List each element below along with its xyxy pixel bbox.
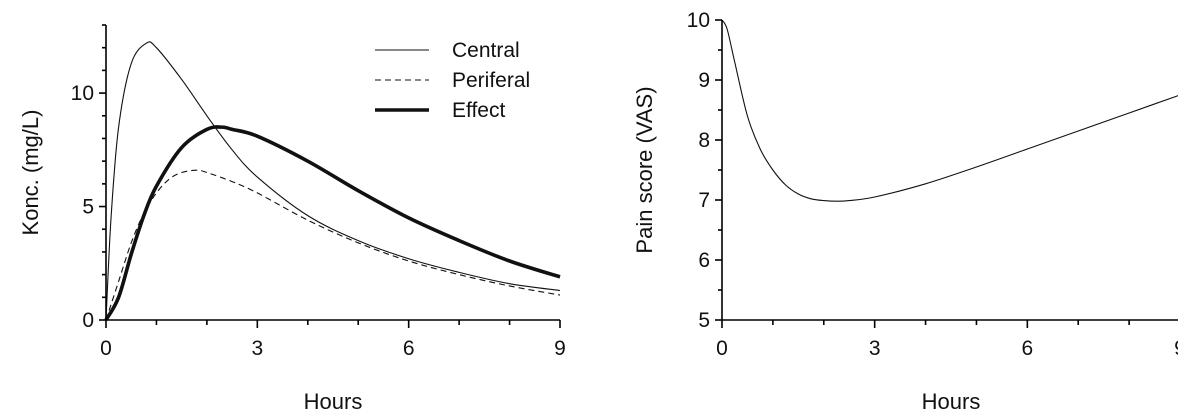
left-y-tick-label: 10 [71, 82, 94, 105]
right-series-line [721, 19, 1178, 202]
effect-legend-label: Effect [452, 99, 505, 122]
right-x-tick-label: 9 [1174, 337, 1178, 360]
periferal-line [105, 169, 561, 321]
legend: Central Periferal Effect [375, 39, 530, 122]
right-y-axis-ticks: 5 6 7 8 9 10 [687, 9, 722, 332]
left-x-axis-ticks: 0 3 6 9 [100, 320, 566, 360]
left-series-group [104, 41, 561, 321]
right-y-tick-label: 9 [698, 69, 710, 92]
left-x-tick-label: 9 [554, 337, 566, 360]
left-y-tick-label: 0 [82, 309, 94, 332]
left-y-axis-label: Konc. (mg/L) [18, 110, 43, 236]
pain-score-chart: 5 6 7 8 9 10 0 3 6 9 Hours Pain score (VAS) [632, 9, 1178, 414]
periferal-legend-label: Periferal [452, 69, 530, 92]
left-x-axis-label: Hours [304, 389, 363, 414]
right-y-tick-label: 7 [698, 189, 710, 212]
right-x-tick-label: 3 [869, 337, 881, 360]
right-x-tick-label: 0 [716, 337, 728, 360]
right-y-tick-label: 10 [687, 9, 710, 32]
right-y-tick-label: 8 [698, 129, 710, 152]
left-y-axis-ticks: 0 5 10 [71, 24, 106, 332]
central-line [105, 41, 561, 321]
right-y-tick-label: 5 [698, 309, 710, 332]
right-x-axis-label: Hours [922, 389, 981, 414]
right-y-axis-label: Pain score (VAS) [632, 86, 657, 253]
right-series-group [721, 19, 1178, 202]
right-x-axis-ticks: 0 3 6 9 [716, 320, 1178, 360]
left-x-tick-label: 0 [100, 337, 112, 360]
concentration-chart: 0 5 10 0 3 6 9 Central Periferal Effect Hours K… [18, 24, 566, 414]
left-y-tick-label: 5 [82, 196, 94, 219]
left-x-tick-label: 3 [251, 337, 263, 360]
right-x-tick-label: 6 [1021, 337, 1033, 360]
effect-line [104, 125, 561, 321]
central-legend-label: Central [452, 39, 520, 62]
left-x-tick-label: 6 [403, 337, 415, 360]
right-y-tick-label: 6 [698, 249, 710, 272]
